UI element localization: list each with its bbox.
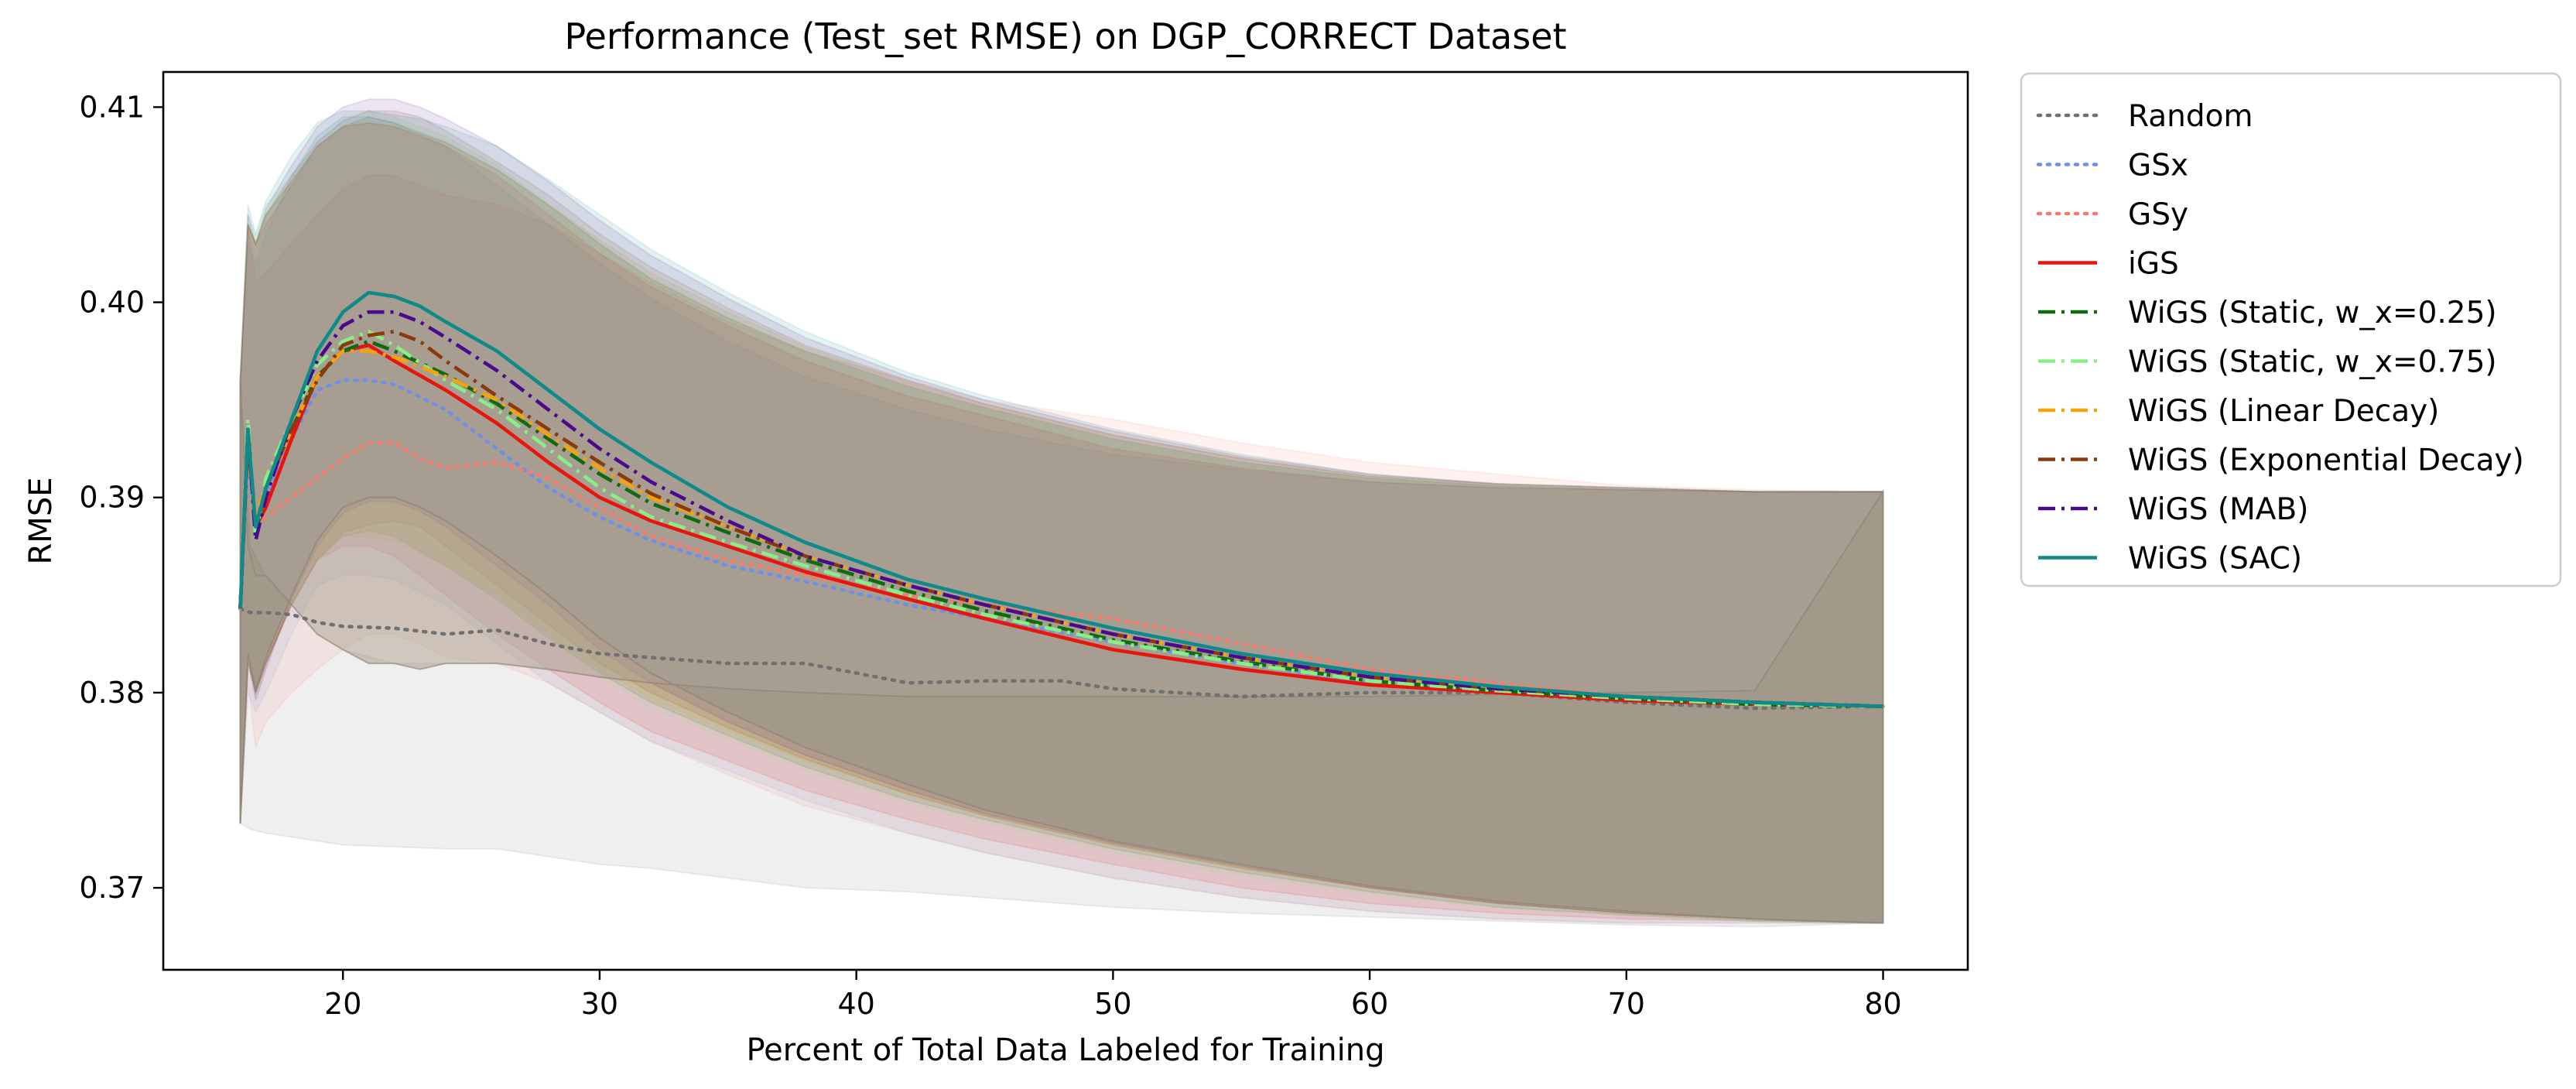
x-tick-label: 30	[581, 987, 618, 1021]
line-gsy	[238, 440, 1885, 708]
legend-label-wigs-sac: WiGS (SAC)	[2128, 542, 2302, 577]
x-tick-label: 80	[1864, 987, 1901, 1021]
series-lines	[238, 290, 1885, 711]
x-tick-label: 20	[324, 987, 361, 1021]
legend: Random GSx GSy iGS WiGS (Static, w_x=0.25) Wi…	[2020, 72, 2562, 587]
legend-label-wigs-mab: WiGS (MAB)	[2128, 492, 2308, 527]
y-tick-label: 0.37	[79, 871, 145, 905]
x-tick-label: 40	[837, 987, 874, 1021]
line-random	[238, 607, 1885, 711]
legend-label-random: Random	[2128, 99, 2253, 134]
x-tick-label: 50	[1094, 987, 1131, 1021]
legend-label-wigs-static-w-x-0-25: WiGS (Static, w_x=0.25)	[2128, 296, 2497, 330]
legend-label-wigs-static-w-x-0-75: WiGS (Static, w_x=0.75)	[2128, 345, 2497, 380]
y-tick-label: 0.38	[79, 676, 145, 710]
legend-label-igs: iGS	[2128, 247, 2179, 282]
legend-frame	[2020, 72, 2562, 587]
y-tick-label: 0.41	[79, 90, 145, 124]
x-axis-label: Percent of Total Data Labeled for Traini…	[746, 1032, 1384, 1068]
line-wigs-linear-decay	[238, 349, 1883, 708]
legend-label-gsx: GSx	[2128, 149, 2188, 183]
line-igs	[238, 343, 1883, 708]
y-axis-label: RMSE	[23, 478, 59, 565]
uncertainty-bands	[239, 98, 1884, 928]
band-overlap	[239, 380, 1884, 924]
y-axis-ticks: 0.37 0.38 0.39 0.40 0.41	[79, 90, 163, 905]
legend-label-wigs-linear-decay: WiGS (Linear Decay)	[2128, 394, 2439, 429]
legend-label-gsy: GSy	[2128, 197, 2188, 232]
x-tick-label: 60	[1351, 987, 1388, 1021]
y-tick-label: 0.39	[79, 481, 145, 515]
y-tick-label: 0.40	[79, 286, 145, 320]
x-tick-label: 70	[1608, 987, 1645, 1021]
line-wigs-sac	[238, 290, 1883, 708]
plot-frame	[162, 70, 1969, 971]
chart-title: Performance (Test_set RMSE) on DGP_CORRE…	[564, 15, 1566, 57]
legend-label-wigs-exponential-decay: WiGS (Exponential Decay)	[2128, 443, 2524, 478]
x-axis-ticks: 20 30 40 50 60 70 80	[324, 970, 1902, 1021]
